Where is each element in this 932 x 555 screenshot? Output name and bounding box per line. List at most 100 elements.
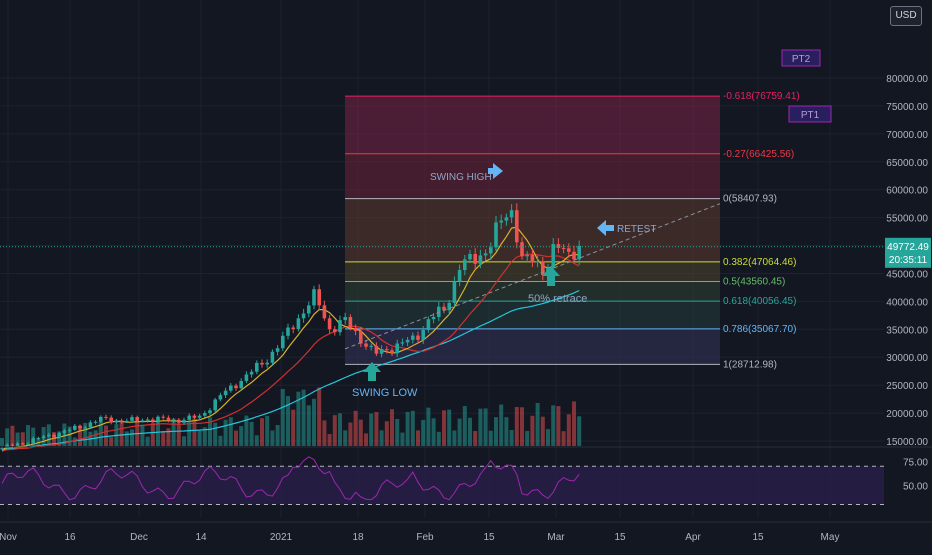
fib-label: 0.618(40056.45) bbox=[723, 296, 796, 307]
candle-body bbox=[83, 427, 87, 429]
candle-body bbox=[109, 417, 113, 423]
volume-bar bbox=[540, 416, 545, 446]
volume-bar bbox=[468, 417, 472, 446]
candle-body bbox=[171, 419, 176, 421]
candle-body bbox=[104, 416, 108, 418]
candle-body bbox=[473, 254, 477, 264]
volume-bar bbox=[234, 430, 238, 446]
swing-high-label: SWING HIGH bbox=[430, 172, 492, 183]
volume-bar bbox=[67, 426, 72, 446]
volume-bar bbox=[473, 430, 478, 446]
volume-bar bbox=[317, 387, 322, 446]
time-axis-label: Nov bbox=[0, 532, 17, 543]
fib-label: 0.382(47064.46) bbox=[723, 257, 796, 268]
volume-bar bbox=[364, 433, 368, 446]
candle-body bbox=[260, 362, 264, 365]
volume-bar bbox=[426, 407, 431, 446]
volume-bar bbox=[530, 415, 535, 446]
candle-body bbox=[151, 419, 155, 422]
volume-bar bbox=[301, 389, 306, 446]
candle-body bbox=[515, 210, 519, 243]
time-axis-label: 15 bbox=[614, 532, 626, 543]
volume-bar bbox=[228, 417, 233, 446]
candle-body bbox=[218, 395, 223, 400]
pt2-label: PT2 bbox=[792, 54, 811, 65]
candle-body bbox=[177, 419, 181, 423]
volume-bar bbox=[556, 406, 561, 446]
time-axis-label: 15 bbox=[752, 532, 764, 543]
candle-body bbox=[504, 217, 509, 221]
volume-bar bbox=[124, 431, 129, 446]
volume-bar bbox=[384, 421, 389, 446]
volume-bar bbox=[291, 409, 296, 446]
candle-body bbox=[145, 419, 150, 421]
volume-bar bbox=[270, 430, 275, 446]
volume-bar bbox=[296, 391, 301, 446]
volume-bar bbox=[478, 408, 483, 446]
candle-body bbox=[135, 417, 139, 421]
volume-bar bbox=[390, 409, 394, 446]
volume-bar bbox=[109, 437, 114, 446]
volume-bar bbox=[166, 428, 171, 446]
volume-bar bbox=[171, 418, 176, 446]
candle-body bbox=[364, 343, 368, 347]
candle-body bbox=[161, 416, 165, 418]
volume-bar bbox=[0, 438, 4, 446]
volume-bar bbox=[26, 425, 30, 446]
volume-bar bbox=[218, 435, 223, 446]
candle-body bbox=[47, 434, 51, 437]
candle-body bbox=[5, 444, 9, 449]
volume-bar bbox=[182, 436, 186, 446]
candle-body bbox=[291, 327, 295, 330]
candle-body bbox=[99, 416, 103, 422]
candle-body bbox=[353, 327, 358, 332]
candle-body bbox=[213, 399, 217, 411]
volume-bar bbox=[312, 398, 316, 446]
candle-body bbox=[489, 247, 493, 254]
candle-body bbox=[577, 245, 581, 260]
candle-body bbox=[67, 429, 72, 431]
current-price-tag bbox=[885, 237, 931, 268]
candle-body bbox=[203, 413, 207, 416]
candle-body bbox=[275, 348, 280, 352]
candle-body bbox=[561, 247, 566, 249]
candle-body bbox=[317, 289, 321, 306]
rsi-axis-label: 50.00 bbox=[903, 481, 928, 492]
volume-bar bbox=[343, 430, 348, 446]
candle-body bbox=[551, 244, 555, 269]
candle-body bbox=[338, 320, 342, 333]
candle-body bbox=[509, 210, 514, 218]
fib-zone bbox=[345, 96, 720, 154]
candle-body bbox=[379, 349, 384, 354]
candle-body bbox=[223, 390, 228, 396]
volume-bar bbox=[208, 417, 212, 446]
candle-body bbox=[520, 242, 524, 257]
candle-body bbox=[572, 251, 576, 260]
candle-body bbox=[494, 222, 498, 248]
volume-bar bbox=[535, 402, 540, 446]
time-axis-label: 15 bbox=[483, 532, 495, 543]
volume-bar bbox=[566, 414, 571, 446]
volume-bar bbox=[447, 409, 452, 446]
candle-body bbox=[400, 342, 405, 344]
candle-body bbox=[187, 415, 191, 420]
candle-body bbox=[442, 306, 446, 311]
candle-body bbox=[463, 259, 467, 271]
candle-body bbox=[265, 362, 269, 365]
volume-bar bbox=[275, 424, 280, 446]
candle-body bbox=[369, 345, 373, 347]
volume-bar bbox=[499, 404, 504, 446]
volume-bar bbox=[156, 420, 160, 446]
price-axis-label: 35000.00 bbox=[886, 325, 928, 336]
candle-body bbox=[525, 254, 529, 257]
candle-body bbox=[421, 330, 425, 340]
volume-bar bbox=[395, 418, 400, 446]
candle-body bbox=[52, 434, 56, 438]
ma-fast-line bbox=[1, 226, 580, 450]
candle-body bbox=[452, 281, 457, 303]
candle-body bbox=[499, 220, 503, 223]
candle-body bbox=[88, 422, 93, 428]
currency-button[interactable]: USD bbox=[890, 6, 922, 26]
